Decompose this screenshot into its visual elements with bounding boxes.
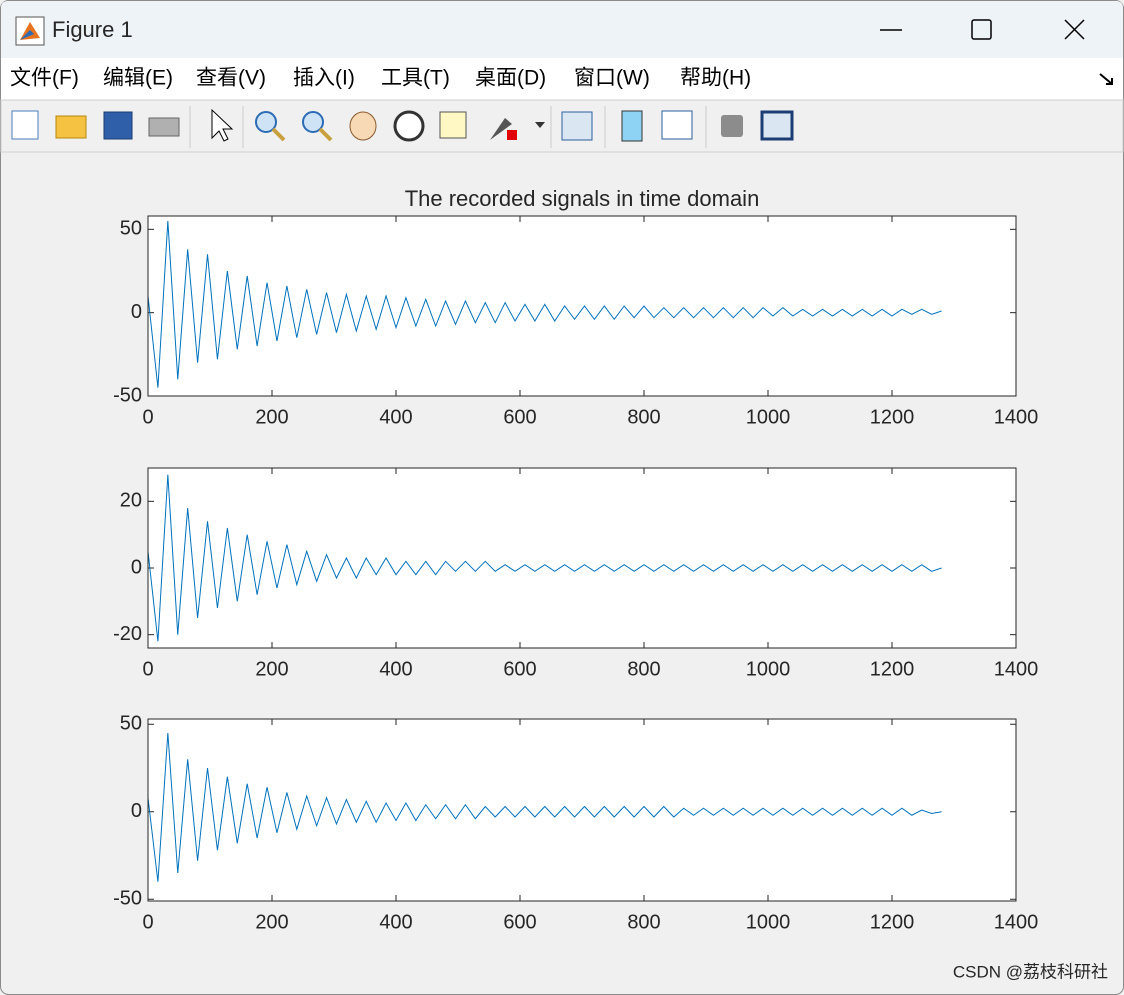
x-tick-label: 1400 (994, 406, 1039, 428)
x-tick-label: 400 (379, 658, 412, 680)
x-tick-label: 1200 (870, 911, 915, 933)
signal-line (148, 474, 942, 642)
app-icon (15, 16, 45, 46)
plot-area (148, 468, 1016, 648)
brush-icon[interactable] (490, 118, 512, 140)
axes-box (147, 718, 1017, 902)
x-tick-label: 600 (503, 911, 536, 933)
colorbar-icon[interactable] (621, 110, 643, 142)
show-plot-tools-icon[interactable] (760, 110, 794, 141)
x-tick-label: 600 (503, 406, 536, 428)
toolbar-icons (11, 106, 794, 148)
zoom-in-icon[interactable] (255, 111, 277, 133)
pan-icon[interactable] (349, 111, 377, 141)
x-tick-label: 0 (142, 911, 153, 933)
axes-box (147, 215, 1017, 397)
pointer-icon[interactable] (211, 108, 234, 142)
zoom-out-icon[interactable] (302, 111, 324, 133)
menu-bar (1, 58, 1123, 100)
x-tick-label: 1000 (746, 911, 791, 933)
menu-item[interactable]: 查看(V) (196, 67, 266, 90)
signal-line (148, 732, 942, 882)
print-icon[interactable] (148, 117, 180, 137)
x-tick-label: 200 (255, 406, 288, 428)
x-tick-label: 1200 (870, 406, 915, 428)
x-tick-label: 1400 (994, 658, 1039, 680)
link-icon[interactable] (561, 111, 593, 141)
x-tick-label: 200 (255, 658, 288, 680)
y-tick-label: -20 (113, 623, 142, 645)
y-tick-label: 20 (120, 490, 142, 512)
data-cursor-icon[interactable] (439, 111, 467, 139)
x-tick-label: 800 (627, 658, 660, 680)
x-tick-label: 800 (627, 406, 660, 428)
y-tick-label: 0 (131, 301, 142, 323)
x-tick-label: 1000 (746, 658, 791, 680)
menu-item[interactable]: 帮助(H) (680, 67, 751, 90)
x-tick-label: 800 (627, 911, 660, 933)
close-button[interactable] (1064, 19, 1085, 40)
window-title: Figure 1 (52, 17, 133, 42)
x-tick-label: 1200 (870, 658, 915, 680)
axes-box (147, 467, 1017, 649)
y-tick-label: 50 (120, 713, 142, 735)
x-tick-label: 600 (503, 658, 536, 680)
x-tick-label: 200 (255, 911, 288, 933)
menu-item[interactable]: 桌面(D) (475, 67, 546, 90)
menu-arrow[interactable] (1099, 73, 1113, 85)
x-tick-label: 400 (379, 911, 412, 933)
title-bar (1, 1, 1123, 58)
watermark: CSDN @荔枝科研社 (953, 962, 1108, 981)
chart-title: The recorded signals in time domain (405, 186, 760, 211)
plot-area (148, 719, 1016, 901)
menu-item[interactable]: 工具(T) (381, 67, 450, 90)
y-tick-label: 50 (120, 218, 142, 240)
y-tick-label: -50 (113, 888, 142, 910)
open-icon[interactable] (55, 115, 87, 139)
maximize-button[interactable] (971, 19, 992, 40)
plot-area (148, 216, 1016, 396)
hide-plot-tools-icon[interactable] (721, 115, 743, 137)
y-tick-label: 0 (131, 800, 142, 822)
x-tick-label: 0 (142, 406, 153, 428)
x-tick-label: 1400 (994, 911, 1039, 933)
x-tick-label: 0 (142, 658, 153, 680)
menu-item[interactable]: 编辑(E) (103, 67, 173, 90)
y-tick-label: -50 (113, 384, 142, 406)
x-tick-label: 400 (379, 406, 412, 428)
menu-item[interactable]: 窗口(W) (574, 67, 650, 90)
y-tick-label: 0 (131, 556, 142, 578)
save-icon[interactable] (103, 111, 133, 140)
rotate-icon[interactable] (393, 110, 425, 142)
x-tick-label: 1000 (746, 406, 791, 428)
legend-icon[interactable] (661, 110, 693, 140)
signal-line (148, 220, 942, 388)
new-icon[interactable] (11, 110, 39, 140)
menu-item[interactable]: 文件(F) (10, 67, 79, 90)
menu-item[interactable]: 插入(I) (293, 67, 355, 90)
